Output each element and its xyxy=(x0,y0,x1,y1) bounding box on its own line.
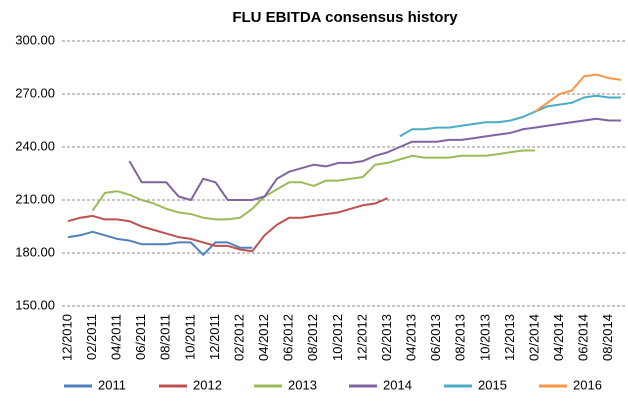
x-tick-label: 02/2013 xyxy=(379,314,394,361)
x-tick-label: 12/2013 xyxy=(502,314,517,361)
x-tick-label: 06/2013 xyxy=(428,314,443,361)
series-line xyxy=(67,197,388,253)
x-tick-label: 10/2013 xyxy=(477,314,492,361)
legend-label: 2015 xyxy=(478,377,507,392)
x-tick-label: 06/2012 xyxy=(281,314,296,361)
series-line xyxy=(399,94,621,138)
x-tick-label: 10/2011 xyxy=(182,314,197,360)
x-tick-label: 10/2012 xyxy=(330,314,345,361)
x-tick-label: 02/2011 xyxy=(84,314,99,360)
x-tick-label: 12/2012 xyxy=(354,314,369,361)
legend-label: 2014 xyxy=(383,377,412,392)
y-tick-label: 240.00 xyxy=(15,138,55,153)
legend-label: 2016 xyxy=(573,377,602,392)
x-tick-label: 06/2011 xyxy=(133,314,148,360)
x-tick-label: 12/2011 xyxy=(207,314,222,360)
x-tick-label: 04/2011 xyxy=(109,314,124,360)
x-tick-label: 06/2014 xyxy=(576,314,591,361)
y-tick-label: 180.00 xyxy=(15,244,55,259)
series-line xyxy=(534,73,622,113)
y-tick-label: 210.00 xyxy=(15,191,55,206)
x-tick-label: 02/2012 xyxy=(231,314,246,361)
x-tick-label: 04/2014 xyxy=(551,314,566,361)
y-tick-label: 270.00 xyxy=(15,85,55,100)
series-line xyxy=(128,117,621,201)
y-tick-label: 300.00 xyxy=(15,32,55,47)
x-tick-label: 04/2013 xyxy=(404,314,419,361)
legend-label: 2012 xyxy=(193,377,222,392)
x-tick-label: 04/2012 xyxy=(256,314,271,361)
x-tick-label: 12/2010 xyxy=(59,314,74,361)
legend-label: 2011 xyxy=(98,377,126,392)
y-tick-label: 150.00 xyxy=(15,297,55,312)
x-tick-label: 08/2013 xyxy=(453,314,468,361)
legend-label: 2013 xyxy=(288,377,317,392)
series-line xyxy=(67,230,253,256)
chart-title: FLU EBITDA consensus history xyxy=(232,9,458,26)
series-line xyxy=(91,149,535,221)
x-tick-label: 02/2014 xyxy=(526,314,541,361)
x-tick-label: 08/2014 xyxy=(600,314,615,361)
x-tick-label: 08/2011 xyxy=(158,314,173,360)
x-tick-label: 08/2012 xyxy=(305,314,320,361)
